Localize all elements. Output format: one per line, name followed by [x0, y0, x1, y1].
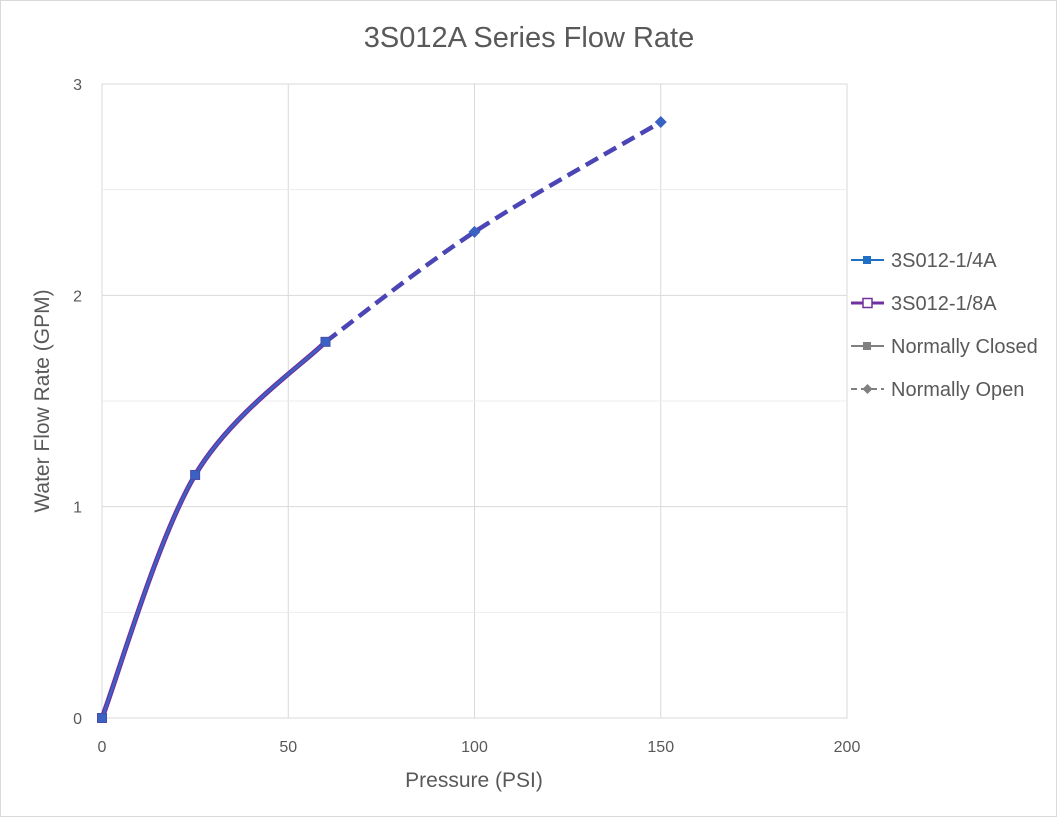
legend-swatch-marker [863, 256, 871, 264]
legend[interactable]: 3S012-1/4A 3S012-1/8A Normally Closed Norma… [851, 250, 1038, 401]
legend-label: Normally Closed [891, 336, 1038, 358]
x-tick-label: 50 [279, 739, 297, 756]
data-point-marker [190, 469, 201, 480]
y-tick-label: 0 [73, 711, 82, 728]
marker-layer [97, 116, 667, 723]
y-tick-label: 2 [73, 288, 82, 305]
x-tick-label: 200 [834, 739, 861, 756]
series-line-normally-open [324, 120, 662, 344]
legend-item[interactable]: 3S012-1/8A [851, 293, 997, 315]
grid-layer [101, 83, 848, 719]
data-point-marker [320, 336, 331, 347]
series-line-3S012-1/4A [100, 340, 327, 720]
series-line-3S012-1/8A [99, 339, 328, 721]
legend-swatch-marker [863, 342, 871, 350]
data-point-marker [468, 225, 481, 238]
x-tick-label: 150 [647, 739, 674, 756]
y-tick-label: 1 [73, 500, 82, 517]
legend-item[interactable]: Normally Closed [851, 336, 1038, 358]
x-tick-label: 0 [98, 739, 107, 756]
data-point-marker [97, 713, 107, 723]
legend-item[interactable]: 3S012-1/4A [851, 250, 997, 272]
legend-swatch-marker [862, 384, 873, 394]
legend-label: 3S012-1/4A [891, 250, 997, 272]
y-tick-label: 3 [73, 77, 82, 94]
x-tick-label: 100 [461, 739, 488, 756]
legend-label: 3S012-1/8A [891, 293, 997, 315]
legend-swatch-marker [862, 297, 873, 309]
series-layer [99, 120, 662, 721]
legend-label: Normally Open [891, 379, 1024, 401]
axis-layer: 0 50 100 150 200 0 1 2 3 [73, 77, 860, 756]
chart-title: 3S012A Series Flow Rate [364, 22, 694, 54]
x-axis-label: Pressure (PSI) [405, 769, 543, 792]
data-point-marker [654, 116, 667, 129]
y-axis-label: Water Flow Rate (GPM) [31, 289, 54, 512]
legend-item[interactable]: Normally Open [851, 379, 1024, 401]
